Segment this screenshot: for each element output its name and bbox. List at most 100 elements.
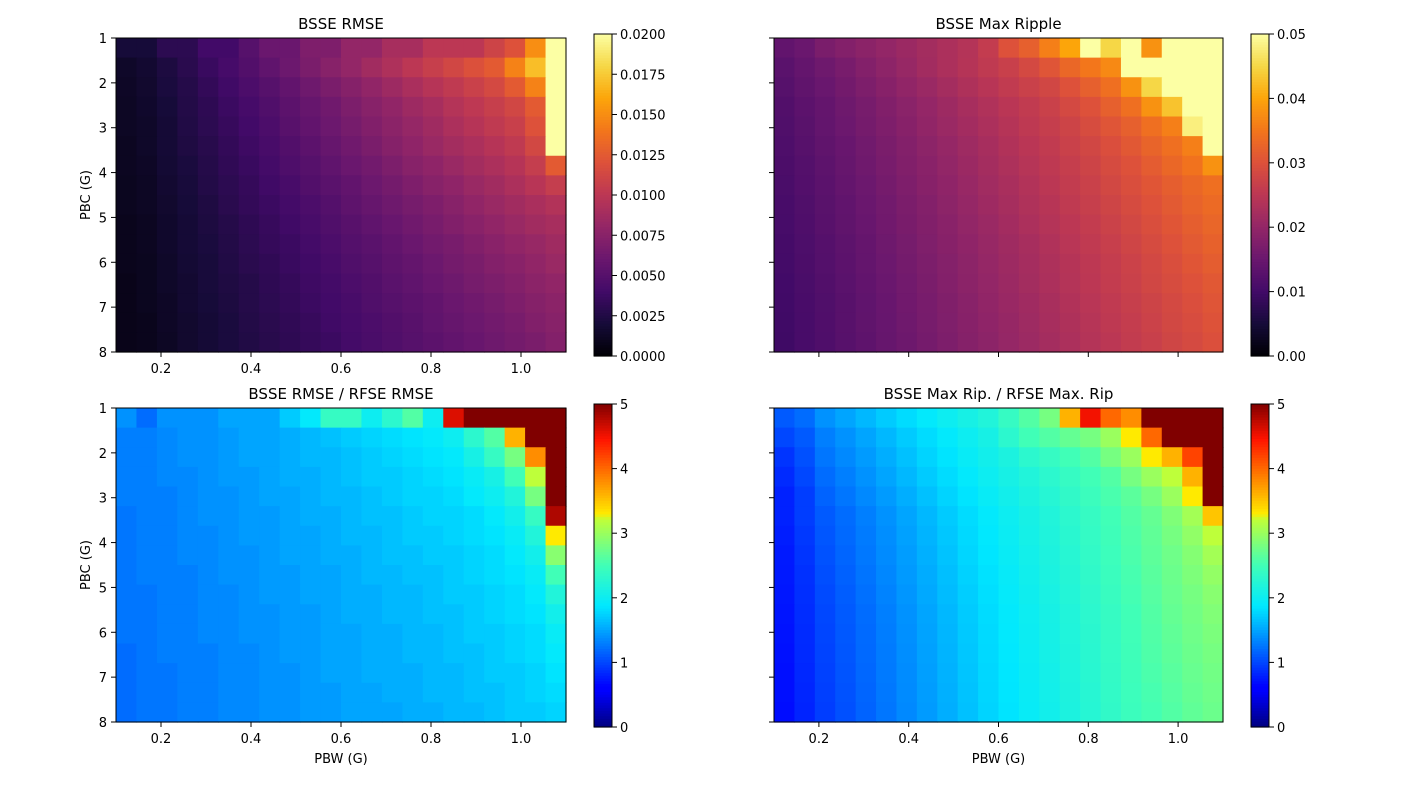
colorbar-segment: [1251, 420, 1269, 424]
heatmap-cell: [136, 155, 158, 176]
heatmap-cell: [402, 136, 424, 157]
heatmap-cell: [998, 486, 1020, 507]
heatmap-cell: [896, 506, 918, 527]
heatmap-cell: [855, 643, 877, 664]
colorbar-segment: [594, 482, 612, 486]
heatmap-cell: [402, 96, 424, 118]
heatmap-cell: [443, 663, 465, 684]
heatmap-cell: [916, 545, 938, 566]
heatmap-cell: [300, 77, 322, 98]
heatmap-cell: [1039, 702, 1061, 723]
heatmap-cell: [402, 682, 424, 703]
colorbar-segment: [594, 506, 612, 510]
colorbar-tick-label: 0.0000: [620, 350, 666, 365]
colorbar-segment: [594, 135, 612, 140]
heatmap-cell: [1018, 214, 1040, 235]
colorbar-segment: [1251, 60, 1269, 65]
colorbar-segment: [594, 42, 612, 46]
heatmap-cell: [794, 525, 816, 546]
heatmap-cell: [545, 545, 567, 566]
heatmap-cells: [116, 38, 567, 353]
colorbar-segment: [1251, 697, 1269, 701]
colorbar-segment: [1251, 444, 1269, 448]
heatmap-cell: [835, 427, 857, 448]
colorbar-segment: [1251, 581, 1269, 585]
heatmap-cell: [381, 545, 403, 566]
colorbar-segment: [1251, 425, 1269, 429]
heatmap-cell: [443, 604, 465, 625]
heatmap-cell: [279, 584, 301, 605]
colorbar-segment: [1251, 422, 1269, 427]
colorbar-segment: [594, 646, 612, 650]
y-axis-label: PBC (G): [79, 170, 94, 220]
heatmap-cell: [116, 466, 138, 488]
colorbar-segment: [594, 498, 612, 502]
heatmap-cell: [197, 96, 219, 118]
heatmap-cell: [361, 525, 383, 546]
colorbar-segment: [594, 160, 612, 164]
colorbar-segment: [1251, 63, 1269, 67]
heatmap-cell: [259, 57, 281, 78]
colorbar-segment: [594, 219, 612, 223]
colorbar-segment: [1251, 562, 1269, 567]
heatmap-cell: [525, 466, 547, 488]
heatmap-cell: [197, 253, 219, 275]
heatmap-cell: [525, 195, 547, 216]
heatmap-cell: [1161, 525, 1183, 546]
heatmap-cell: [876, 486, 898, 507]
heatmap-cell: [978, 234, 1000, 255]
colorbar-segment: [594, 36, 612, 40]
heatmap-cell: [525, 234, 547, 255]
heatmap-cell: [1059, 427, 1081, 448]
heatmap-cell: [814, 408, 836, 429]
colorbar-segment: [1251, 211, 1269, 215]
heatmap-cell: [341, 273, 363, 294]
heatmap-cell: [197, 643, 219, 664]
heatmap-cell: [937, 682, 959, 703]
heatmap-cell: [259, 273, 281, 294]
colorbar-segment: [594, 549, 612, 553]
heatmap-cell: [463, 214, 485, 235]
heatmap-cell: [259, 584, 281, 605]
heatmap-cell: [774, 38, 796, 59]
colorbar-segment: [594, 162, 612, 167]
heatmap-cell: [1202, 116, 1224, 137]
heatmap-cell: [177, 427, 199, 448]
heatmap-cell: [937, 195, 959, 216]
heatmap-cell: [814, 682, 836, 703]
heatmap-cell: [156, 214, 178, 235]
colorbar-segment: [594, 125, 612, 129]
heatmap-cell: [1100, 447, 1122, 468]
heatmap-cell: [545, 623, 567, 645]
colorbar-segment: [1251, 511, 1269, 515]
colorbar-segment: [594, 449, 612, 454]
heatmap-cell: [1018, 565, 1040, 586]
colorbar-segment: [1251, 310, 1269, 314]
colorbar-segment: [1251, 716, 1269, 720]
colorbar-segment: [594, 353, 612, 357]
heatmap-cell: [896, 312, 918, 333]
colorbar-segment: [594, 565, 612, 569]
colorbar-segment: [594, 173, 612, 177]
heatmap-cell: [1161, 136, 1183, 157]
heatmap-cell: [876, 447, 898, 468]
heatmap-cell: [504, 408, 526, 429]
colorbar-segment: [594, 444, 612, 448]
colorbar-segment: [1251, 275, 1269, 279]
heatmap-cell: [1080, 57, 1102, 78]
x-tick-label: 0.6: [331, 362, 352, 377]
colorbar-segment: [1251, 694, 1269, 698]
heatmap-cell: [116, 565, 138, 586]
heatmap-cell: [300, 466, 322, 488]
heatmap-cell: [1182, 175, 1204, 196]
colorbar-segment: [594, 597, 612, 602]
x-tick-label: 0.2: [151, 362, 172, 377]
heatmap-cell: [1120, 77, 1142, 98]
heatmap-cell: [1202, 234, 1224, 255]
colorbar-segment: [594, 511, 612, 515]
heatmap-cell: [1039, 663, 1061, 684]
heatmap-cell: [136, 195, 158, 216]
colorbar-segment: [594, 619, 612, 623]
colorbar-segment: [1251, 670, 1269, 674]
heatmap-cell: [341, 195, 363, 216]
